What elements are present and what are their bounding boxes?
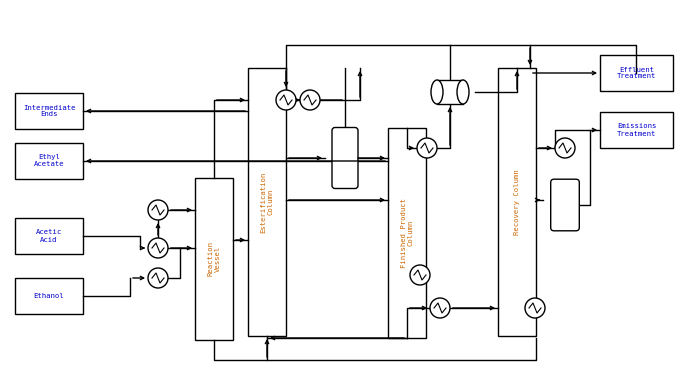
Bar xyxy=(15,93,83,129)
Circle shape xyxy=(555,138,575,158)
Circle shape xyxy=(430,298,450,318)
Text: Recovery Column: Recovery Column xyxy=(514,169,520,235)
Bar xyxy=(195,178,233,340)
FancyBboxPatch shape xyxy=(551,179,579,231)
Text: Reaction
Vessel: Reaction Vessel xyxy=(207,242,220,277)
Ellipse shape xyxy=(431,80,443,104)
Circle shape xyxy=(148,200,168,220)
Circle shape xyxy=(300,90,320,110)
Bar xyxy=(600,55,673,91)
Bar xyxy=(248,68,286,336)
Bar xyxy=(600,112,673,148)
Circle shape xyxy=(525,298,545,318)
Text: Ethanol: Ethanol xyxy=(34,293,64,299)
Ellipse shape xyxy=(457,80,469,104)
Text: Acetic
Acid: Acetic Acid xyxy=(36,229,62,242)
Text: Esterification
Column: Esterification Column xyxy=(261,171,274,232)
Text: Finished Product
Column: Finished Product Column xyxy=(401,198,414,268)
Circle shape xyxy=(148,268,168,288)
Circle shape xyxy=(417,138,437,158)
Text: Effluent
Treatment: Effluent Treatment xyxy=(617,67,657,80)
Circle shape xyxy=(148,238,168,258)
Circle shape xyxy=(276,90,296,110)
Bar xyxy=(15,278,83,314)
Bar xyxy=(388,128,426,338)
Text: Intermediate
Ends: Intermediate Ends xyxy=(23,105,75,118)
FancyBboxPatch shape xyxy=(332,128,358,188)
Bar xyxy=(437,80,463,104)
Bar xyxy=(15,143,83,179)
Text: Emissions
Treatment: Emissions Treatment xyxy=(617,123,657,136)
Bar xyxy=(15,218,83,254)
Bar xyxy=(498,68,536,336)
Circle shape xyxy=(410,265,430,285)
Text: Ethyl
Acetate: Ethyl Acetate xyxy=(34,154,64,167)
